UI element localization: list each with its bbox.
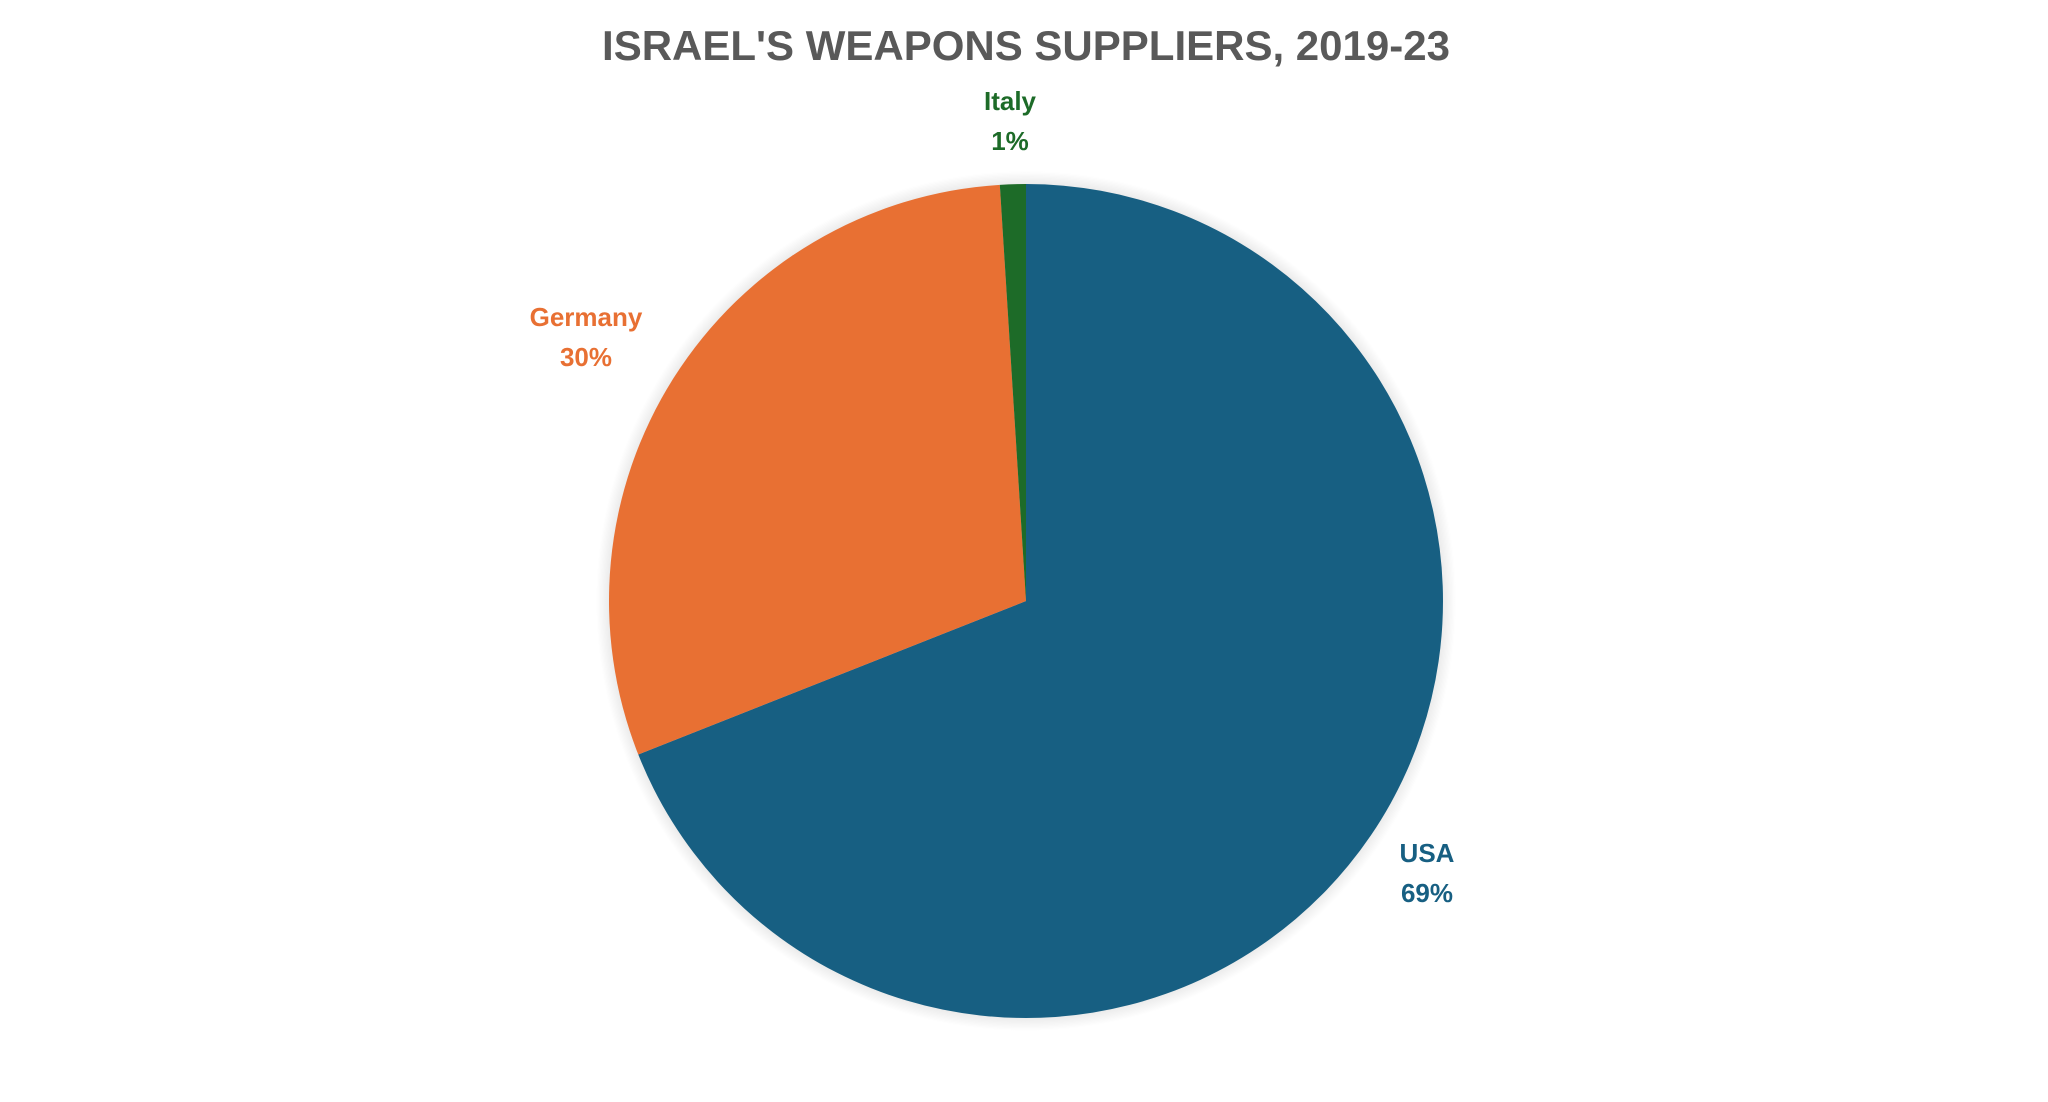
chart-title: ISRAEL'S WEAPONS SUPPLIERS, 2019-23 [602,22,1450,69]
pie-slice-italy [999,184,1026,601]
pie-slice-usa [638,184,1443,1019]
slice-value-label-germany: 30% [560,342,612,372]
slice-value-label-usa: 69% [1401,878,1453,908]
slice-label-germany: Germany [530,302,643,332]
slice-label-usa: USA [1400,838,1455,868]
pie-labels: USA 69% Germany 30% Italy 1% [530,86,1455,908]
pie-slice-germany [608,184,1026,755]
pie-slices [608,184,1443,1019]
slice-value-label-italy: 1% [991,126,1029,156]
slice-label-italy: Italy [984,86,1037,116]
